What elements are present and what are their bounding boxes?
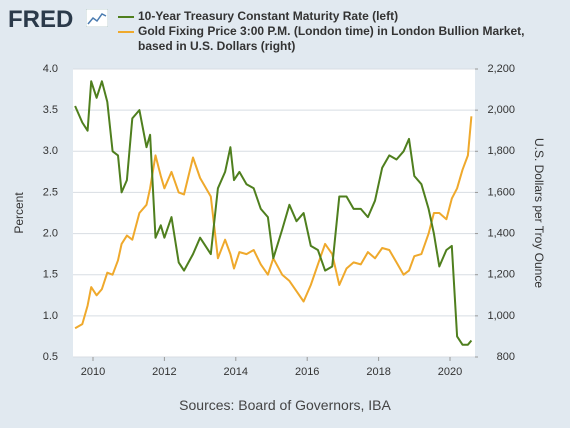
legend-swatch xyxy=(118,31,134,33)
legend-swatch xyxy=(118,16,134,18)
y-tick-label: 1.5 xyxy=(43,269,58,281)
y2-tick-label: 1,000 xyxy=(487,310,515,322)
x-tick-label: 2020 xyxy=(438,366,462,378)
y-tick-label: 3.5 xyxy=(43,104,58,116)
y2-tick-label: 1,800 xyxy=(487,145,515,157)
y2-tick-label: 1,600 xyxy=(487,186,515,198)
legend-entry: Gold Fixing Price 3:00 P.M. (London time… xyxy=(116,24,556,54)
legend-label: 10-Year Treasury Constant Maturity Rate … xyxy=(138,9,399,23)
y2-tick-label: 2,000 xyxy=(487,104,515,116)
legend: 10-Year Treasury Constant Maturity Rate … xyxy=(116,9,556,54)
logo-icon xyxy=(86,9,108,27)
legend-label: Gold Fixing Price 3:00 P.M. (London time… xyxy=(138,24,525,53)
y-tick-label: 0.5 xyxy=(43,351,58,363)
legend-entry: 10-Year Treasury Constant Maturity Rate … xyxy=(116,9,556,24)
y-tick-label: 1.0 xyxy=(43,310,58,322)
series-line xyxy=(74,116,473,330)
y-tick-label: 2.5 xyxy=(43,186,58,198)
y-tick-label: 4.0 xyxy=(43,63,58,75)
y-axis-label: Percent xyxy=(12,192,26,234)
y2-tick-label: 1,400 xyxy=(487,227,515,239)
y2-tick-label: 800 xyxy=(497,351,515,363)
y-tick-label: 2.0 xyxy=(43,227,58,239)
plot-area xyxy=(73,69,475,357)
logo[interactable]: FRED xyxy=(8,6,74,33)
y2-tick-label: 1,200 xyxy=(487,269,515,281)
y2-tick-label: 2,200 xyxy=(487,63,515,75)
x-tick-label: 2012 xyxy=(152,366,176,378)
x-tick-label: 2014 xyxy=(224,366,248,378)
x-tick-label: 2016 xyxy=(295,366,319,378)
x-tick-label: 2018 xyxy=(366,366,390,378)
source: Sources: Board of Governors, IBA xyxy=(179,397,391,413)
series-line xyxy=(74,80,473,346)
y2-axis-label: U.S. Dollars per Troy Ounce xyxy=(532,138,546,288)
x-tick-label: 2010 xyxy=(81,366,105,378)
y-tick-label: 3.0 xyxy=(43,145,58,157)
